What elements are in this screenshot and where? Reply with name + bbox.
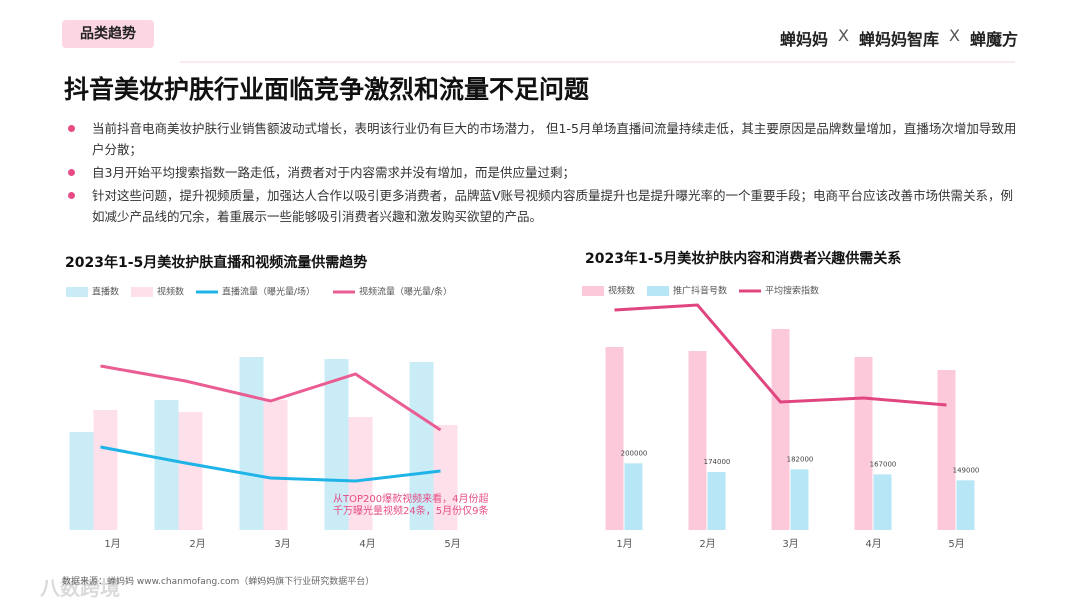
footer: 数据来源：蝉妈妈 www.chanmofang.com（蝉妈妈旗下行业研究数据平… xyxy=(62,577,375,587)
bar xyxy=(790,469,809,530)
bar xyxy=(409,362,434,530)
logo-sep: X xyxy=(949,26,960,45)
x-tick-label: 2月 xyxy=(189,538,205,550)
bar xyxy=(605,347,624,530)
chart-title: 2023年1-5月美妆护肤内容和消费者兴趣供需关系 xyxy=(585,250,901,267)
bar xyxy=(324,359,349,530)
legend-swatch xyxy=(131,287,153,297)
bar xyxy=(688,351,707,530)
bullet: 当前抖音电商美妆护肤行业销售额波动式增长，表明该行业仍有巨大的市场潜力， 但1-… xyxy=(68,118,1018,160)
logo: 蝉魔方 xyxy=(969,30,1018,49)
bar xyxy=(239,357,264,530)
annotation: 从TOP200爆款视频来看，4月份超千万曝光量视频24条，5月份仅9条 xyxy=(333,494,489,517)
bar xyxy=(263,400,288,530)
data-label: 174000 xyxy=(704,458,731,466)
x-tick-label: 1月 xyxy=(104,538,120,550)
legend-label: 视频数 xyxy=(157,286,184,298)
bar xyxy=(69,432,94,530)
bar xyxy=(624,463,643,530)
logo-sep: X xyxy=(838,26,849,45)
bar xyxy=(433,425,458,530)
logo: 蝉妈妈 xyxy=(780,30,829,49)
x-tick-label: 5月 xyxy=(948,538,964,550)
x-tick-label: 1月 xyxy=(616,538,632,550)
bar xyxy=(348,417,373,530)
chart-title: 2023年1-5月美妆护肤直播和视频流量供需趋势 xyxy=(65,254,367,271)
legend-swatch xyxy=(66,287,88,297)
logos: 蝉妈妈 X 蝉妈妈智库 X 蝉魔方 xyxy=(780,26,1018,50)
bar xyxy=(937,370,956,530)
legend-label: 直播流量（曝光量/场） xyxy=(222,286,315,298)
legend-swatch xyxy=(582,286,604,296)
x-tick-label: 4月 xyxy=(359,538,375,550)
logo: 蝉妈妈智库 xyxy=(859,30,940,49)
x-tick-label: 4月 xyxy=(865,538,881,550)
bar xyxy=(707,472,726,530)
line xyxy=(100,445,441,483)
legend-label: 平均搜索指数 xyxy=(765,285,819,297)
bar xyxy=(873,474,892,530)
x-tick-label: 5月 xyxy=(444,538,460,550)
line xyxy=(614,303,947,407)
legend-swatch xyxy=(647,286,669,296)
legend-label: 推广抖音号数 xyxy=(673,285,727,297)
bar xyxy=(93,410,118,530)
legend-label: 直播数 xyxy=(92,286,119,298)
bar xyxy=(154,400,179,530)
bullet: 针对这些问题，提升视频质量，加强达人合作以吸引更多消费者，品牌蓝V账号视频内容质… xyxy=(68,185,1018,227)
bullet: 自3月开始平均搜索指数一路走低，消费者对于内容需求并没有增加，而是供应量过剩； xyxy=(68,162,1018,183)
legend-label: 视频数 xyxy=(608,285,635,297)
data-label: 200000 xyxy=(621,449,648,457)
line xyxy=(100,364,442,432)
section-tag: 品类趋势 xyxy=(62,20,154,48)
bar xyxy=(956,480,975,530)
watermark: 八数跨境 xyxy=(40,576,120,600)
bar xyxy=(178,412,203,530)
data-label: 167000 xyxy=(870,460,897,468)
data-label: 149000 xyxy=(953,466,980,474)
bar xyxy=(771,329,790,530)
legend-label: 视频流量（曝光量/条） xyxy=(359,286,452,298)
x-tick-label: 3月 xyxy=(274,538,290,550)
x-tick-label: 2月 xyxy=(699,538,715,550)
bar xyxy=(854,357,873,530)
bullets: 当前抖音电商美妆护肤行业销售额波动式增长，表明该行业仍有巨大的市场潜力， 但1-… xyxy=(68,118,1018,229)
data-label: 182000 xyxy=(787,455,814,463)
slide-title: 抖音美妆护肤行业面临竞争激烈和流量不足问题 xyxy=(64,75,590,104)
x-tick-label: 3月 xyxy=(782,538,798,550)
